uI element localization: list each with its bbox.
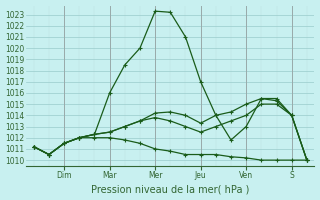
X-axis label: Pression niveau de la mer( hPa ): Pression niveau de la mer( hPa ) xyxy=(91,184,250,194)
